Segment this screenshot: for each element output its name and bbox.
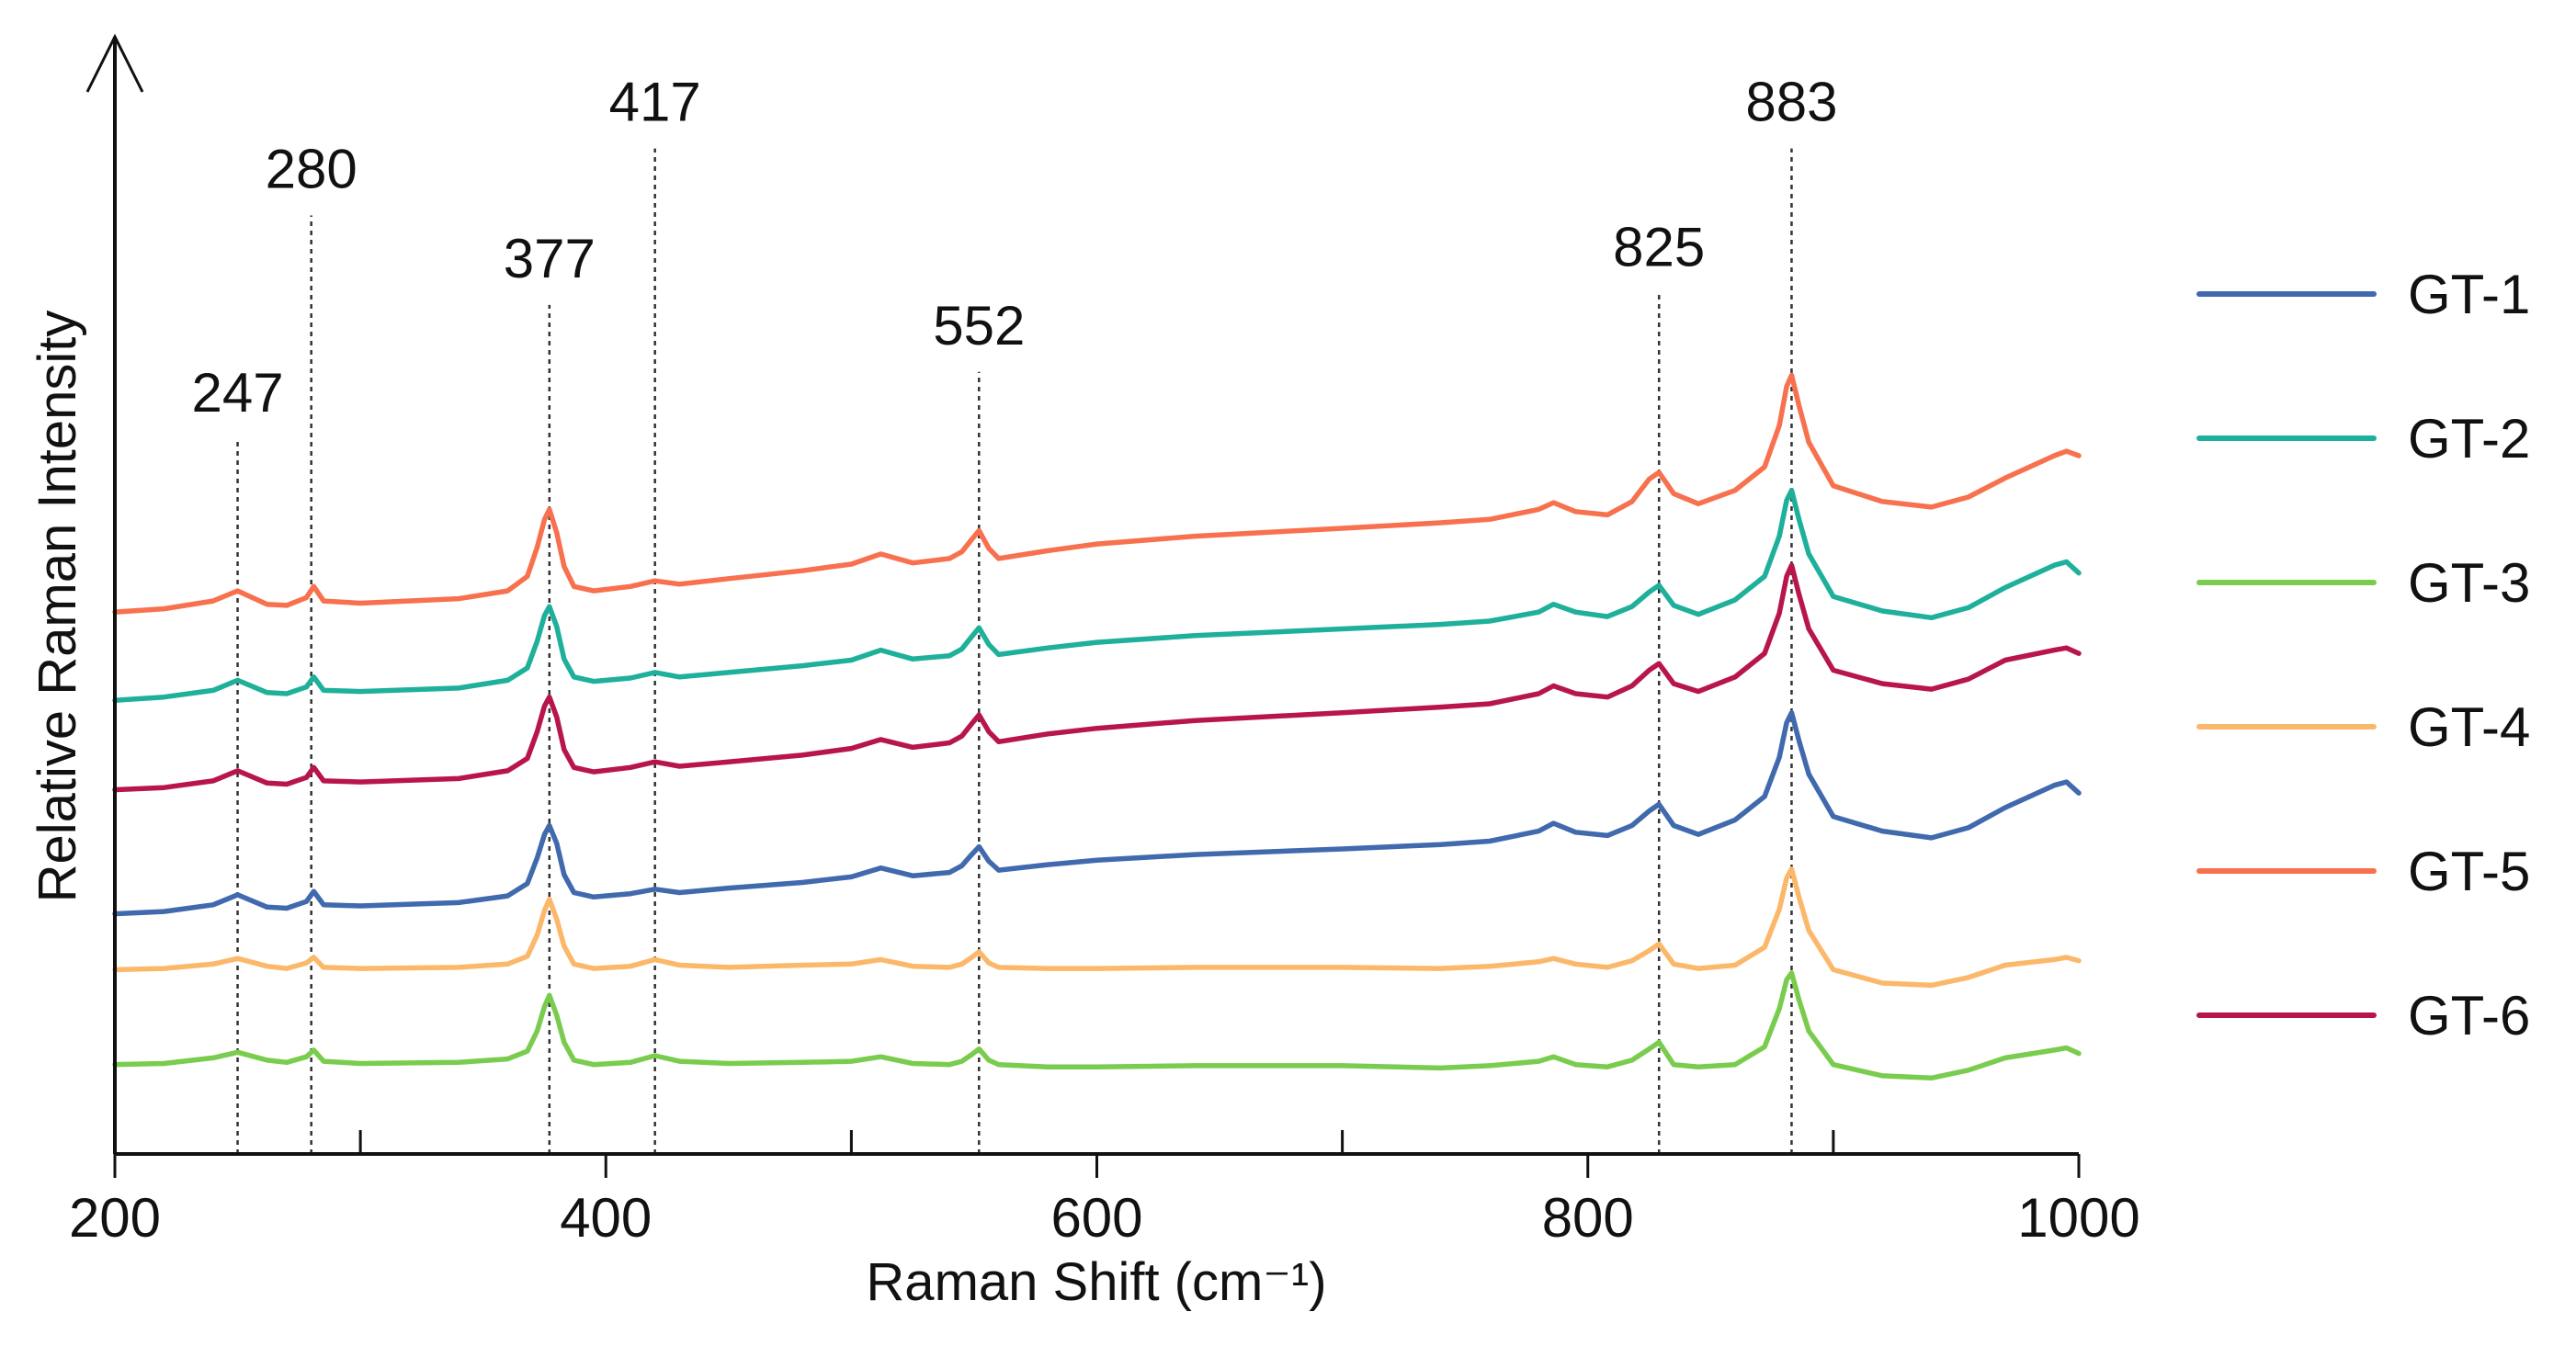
peak-label-247: 247 — [192, 362, 284, 424]
peak-labels: 247 280 377 417 552 825 883 — [192, 72, 1838, 424]
peak-reference-lines — [236, 148, 1793, 1154]
legend-label-gt-6: GT-6 — [2408, 985, 2530, 1046]
peak-label-377: 377 — [504, 228, 596, 289]
peak-label-825: 825 — [1613, 217, 1705, 278]
series-layer — [112, 372, 2082, 1081]
x-tick-label-800: 800 — [1542, 1187, 1634, 1249]
y-axis-title: Relative Raman Intensity — [28, 311, 87, 903]
legend-label-gt-5: GT-5 — [2408, 841, 2530, 902]
x-tick-label-1000: 1000 — [2017, 1187, 2139, 1249]
peak-label-417: 417 — [609, 72, 701, 133]
y-axis-arrow-icon — [85, 33, 144, 93]
series-line-gt-1 — [112, 709, 2082, 917]
legend-label-gt-1: GT-1 — [2408, 264, 2530, 325]
legend-label-gt-2: GT-2 — [2408, 408, 2530, 469]
x-tick-label-400: 400 — [560, 1187, 652, 1249]
x-ticks: 200 400 600 800 1000 — [69, 1130, 2140, 1249]
axes — [85, 33, 2079, 1156]
x-tick-label-200: 200 — [69, 1187, 161, 1249]
series-line-gt-3 — [112, 970, 2082, 1081]
peak-label-883: 883 — [1745, 72, 1837, 133]
series-line-gt-4 — [112, 866, 2082, 989]
legend-label-gt-3: GT-3 — [2408, 552, 2530, 614]
x-tick-label-600: 600 — [1050, 1187, 1142, 1249]
series-line-gt-5 — [112, 372, 2082, 615]
x-axis-title: Raman Shift (cm⁻¹) — [866, 1252, 1326, 1312]
legend: GT-1 GT-2 GT-3 GT-4 GT-5 GT-6 — [2196, 264, 2530, 1046]
peak-label-280: 280 — [266, 139, 357, 200]
legend-label-gt-4: GT-4 — [2408, 696, 2530, 758]
series-line-gt-2 — [112, 487, 2082, 704]
peak-label-552: 552 — [933, 295, 1025, 356]
series-line-gt-6 — [112, 562, 2082, 793]
